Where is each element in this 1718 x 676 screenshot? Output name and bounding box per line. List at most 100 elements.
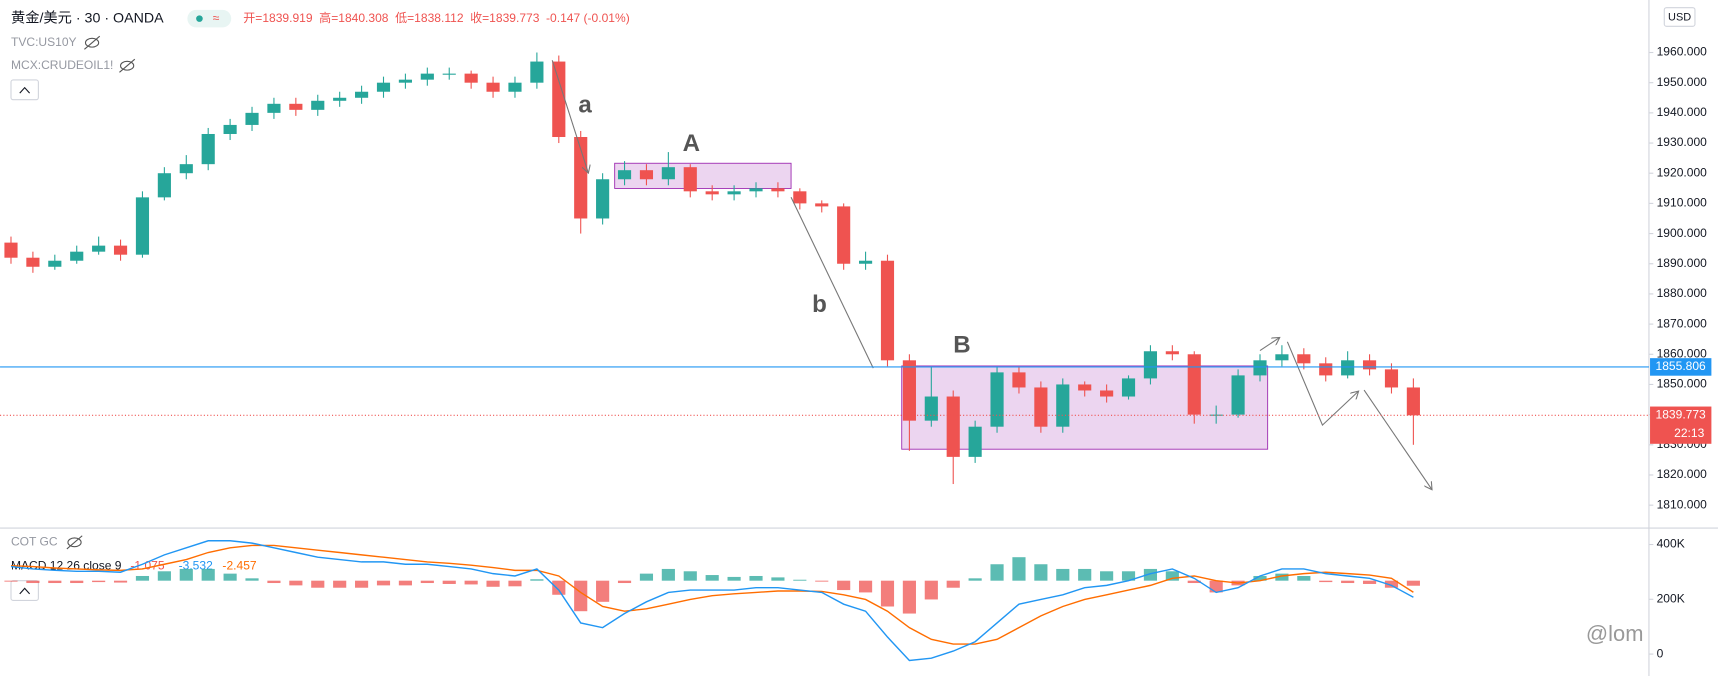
- histogram-bar: [530, 579, 544, 581]
- candle-body: [1034, 387, 1048, 427]
- histogram-bar: [574, 580, 588, 612]
- candle-body: [727, 191, 741, 195]
- histogram-bar: [1012, 557, 1026, 581]
- price-tag-label: 1839.773: [1656, 407, 1707, 421]
- level-tag-label: 1855.806: [1656, 359, 1707, 373]
- histogram-bar: [135, 575, 150, 581]
- histogram-bar: [1297, 575, 1311, 581]
- histogram-bar: [1143, 568, 1158, 581]
- candle-body: [639, 170, 654, 180]
- histogram-bar: [1121, 571, 1136, 581]
- candle-body: [157, 173, 171, 198]
- stat: 低=1838.112: [395, 11, 464, 25]
- hidden-icon[interactable]: [119, 58, 136, 73]
- histogram-bar: [376, 580, 391, 586]
- currency-box[interactable]: [1663, 7, 1696, 27]
- status-dot: [196, 15, 203, 22]
- candle-body: [1100, 390, 1114, 397]
- candle-body: [1056, 384, 1070, 427]
- histogram-bar: [946, 580, 960, 588]
- histogram-bar: [4, 580, 18, 582]
- y-tick-label: 1810.000: [1657, 497, 1708, 511]
- stat: 开=1839.919: [243, 11, 313, 25]
- histogram-bar: [661, 568, 675, 581]
- stat: -0.147 (-0.01%): [546, 11, 630, 25]
- countdown: 22:13: [1674, 426, 1704, 440]
- y-tick-label: 1910.000: [1657, 196, 1708, 210]
- trend-arrow: [1363, 389, 1432, 490]
- histogram-bar: [639, 573, 654, 581]
- histogram-bar: [157, 571, 171, 581]
- candle-body: [1341, 360, 1355, 376]
- candle-body: [968, 426, 982, 457]
- y-tick-label: 1820.000: [1657, 467, 1708, 481]
- candle-body: [376, 82, 391, 92]
- candle-body: [289, 103, 303, 110]
- histogram-bar: [311, 580, 325, 588]
- candle-body: [596, 179, 610, 219]
- candle-body: [508, 82, 522, 92]
- candle-body: [223, 124, 237, 134]
- y-tick-label: 1940.000: [1657, 105, 1708, 119]
- y-tick-label: 400K: [1657, 537, 1685, 551]
- histogram-bar: [1406, 580, 1420, 586]
- candle-body: [464, 73, 478, 83]
- histogram-bar: [48, 580, 62, 584]
- candle-body: [1187, 354, 1201, 415]
- y-tick-label: 1860.000: [1657, 346, 1708, 360]
- histogram-bar: [859, 580, 873, 593]
- candle-body: [552, 61, 566, 138]
- y-tick-label: 1930.000: [1657, 135, 1708, 149]
- candle-body: [1253, 360, 1267, 376]
- histogram-bar: [968, 578, 982, 581]
- candle-body: [946, 396, 960, 457]
- range-box: [901, 365, 1269, 450]
- stat: 高=1840.308: [319, 10, 389, 25]
- histogram-bar: [596, 580, 610, 602]
- macd-line: [10, 540, 1414, 662]
- histogram-bar: [902, 580, 916, 614]
- histogram-bar: [333, 580, 347, 588]
- trend-arrow: [1286, 341, 1358, 427]
- histogram-bar: [223, 573, 237, 581]
- candle-body: [1078, 384, 1092, 391]
- currency-label: USD: [1668, 11, 1691, 23]
- histogram-bar: [1341, 580, 1355, 584]
- candle-body: [333, 97, 347, 101]
- histogram-bar: [1319, 580, 1333, 583]
- candle-body: [1297, 354, 1311, 364]
- histogram-bar: [1275, 573, 1289, 581]
- candle-body: [1275, 354, 1289, 361]
- histogram-bar: [880, 580, 895, 607]
- histogram-bar: [1384, 580, 1399, 588]
- candle-body: [420, 73, 434, 80]
- hidden-icon[interactable]: [84, 35, 101, 50]
- candle-body: [530, 61, 544, 83]
- candle-body: [1406, 387, 1420, 416]
- candle-body: [201, 133, 215, 165]
- candle-body: [859, 260, 873, 264]
- collapse-button[interactable]: [10, 79, 39, 101]
- level-tag: [1650, 358, 1712, 376]
- candle-body: [1165, 351, 1179, 355]
- histogram-bar: [815, 580, 829, 582]
- histogram-bar: [1078, 568, 1092, 581]
- candle-body: [880, 260, 895, 361]
- y-tick-label: 1900.000: [1657, 226, 1708, 240]
- overlay-label: COT GC: [11, 535, 58, 549]
- candle-body: [793, 191, 807, 204]
- candle-body: [135, 197, 150, 255]
- candle-body: [1143, 351, 1158, 379]
- histogram-bar: [398, 580, 412, 586]
- annotation: a: [578, 92, 592, 119]
- annotation: B: [953, 332, 970, 359]
- histogram-bar: [683, 571, 697, 581]
- candle-body: [1121, 378, 1136, 397]
- histogram-bar: [26, 580, 40, 584]
- collapse-button[interactable]: [10, 580, 39, 601]
- histogram-bar: [70, 580, 84, 584]
- candle-body: [267, 103, 281, 113]
- signal-value: -2.457: [222, 559, 256, 573]
- hidden-icon[interactable]: [66, 535, 83, 550]
